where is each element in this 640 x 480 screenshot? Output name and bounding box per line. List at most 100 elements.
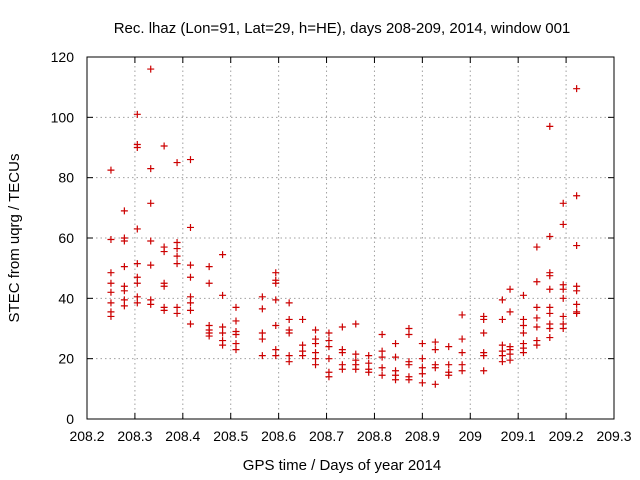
data-point (519, 329, 527, 337)
data-point (160, 282, 168, 290)
tick-labels: 208.2 208.3 208.4 208.5 208.6 208.7 208.8 208.9… (51, 49, 632, 444)
data-point (573, 192, 581, 200)
data-point (219, 251, 227, 259)
data-point (546, 122, 554, 130)
data-point (378, 353, 386, 361)
data-point (160, 248, 168, 256)
data-point (299, 315, 307, 323)
data-point (147, 165, 155, 173)
data-point (147, 65, 155, 73)
data-point (498, 315, 506, 323)
data-point (546, 272, 554, 280)
data-point (312, 355, 320, 363)
y-tick-label: 0 (66, 411, 74, 427)
data-point (186, 223, 194, 231)
data-point (219, 323, 227, 331)
x-tick-label: 209.2 (549, 428, 584, 444)
data-point (325, 355, 333, 363)
data-point (133, 110, 141, 118)
data-point (299, 341, 307, 349)
data-point (445, 343, 453, 351)
data-point (186, 293, 194, 301)
data-point (352, 320, 360, 328)
data-point (258, 329, 266, 337)
data-point (498, 352, 506, 360)
data-point (186, 156, 194, 164)
data-point (258, 293, 266, 301)
data-point (133, 293, 141, 301)
data-point (480, 352, 488, 360)
data-point (107, 279, 115, 287)
data-point (519, 291, 527, 299)
data-point (573, 300, 581, 308)
data-point (480, 315, 488, 323)
data-point (506, 356, 514, 364)
data-point (186, 299, 194, 307)
data-point (325, 343, 333, 351)
data-point (573, 242, 581, 250)
data-point (173, 309, 181, 317)
data-point (498, 358, 506, 366)
data-point (312, 361, 320, 369)
data-point (107, 299, 115, 307)
data-point (338, 323, 346, 331)
data-point (107, 269, 115, 277)
data-point (506, 350, 514, 358)
data-point (232, 317, 240, 325)
data-point (285, 329, 293, 337)
data-point (480, 367, 488, 375)
data-point (133, 260, 141, 268)
data-point (325, 373, 333, 381)
data-point (365, 359, 373, 367)
x-tick-label: 208.8 (357, 428, 392, 444)
data-point (519, 349, 527, 357)
data-point (205, 279, 213, 287)
data-point (186, 306, 194, 314)
data-point (312, 326, 320, 334)
data-point (546, 325, 554, 332)
x-tick-label: 208.3 (117, 428, 152, 444)
data-point (458, 335, 466, 343)
data-point (519, 315, 527, 323)
data-point (338, 349, 346, 357)
y-tick-label: 120 (51, 49, 75, 65)
data-point (173, 260, 181, 268)
data-point (173, 239, 181, 247)
data-point (205, 332, 213, 340)
data-point (219, 341, 227, 349)
data-point (365, 368, 373, 376)
data-point (186, 261, 194, 269)
data-point (533, 323, 541, 331)
y-tick-label: 20 (58, 351, 74, 367)
chart-title: Rec. lhaz (Lon=91, Lat=29, h=HE), days 2… (114, 20, 571, 37)
data-point (219, 329, 227, 337)
data-point (392, 353, 400, 361)
data-point (458, 361, 466, 369)
x-tick-label: 209.1 (501, 428, 536, 444)
data-point (232, 303, 240, 311)
data-point (378, 371, 386, 379)
data-point (559, 325, 567, 332)
data-point (546, 334, 554, 342)
data-point (120, 263, 128, 271)
data-point (173, 159, 181, 167)
data-point (232, 346, 240, 354)
data-point (445, 361, 453, 369)
data-point (559, 312, 567, 320)
data-point (219, 291, 227, 299)
data-point (120, 207, 128, 215)
data-point (173, 303, 181, 311)
data-point (405, 331, 413, 339)
data-point (533, 314, 541, 322)
data-point (173, 245, 181, 253)
data-point (431, 364, 439, 372)
data-point (559, 199, 567, 207)
data-point (258, 305, 266, 313)
data-point (272, 321, 280, 329)
data-point (546, 303, 554, 311)
data-point (272, 296, 280, 304)
data-point (573, 85, 581, 93)
data-point (285, 358, 293, 366)
data-point (506, 308, 514, 316)
